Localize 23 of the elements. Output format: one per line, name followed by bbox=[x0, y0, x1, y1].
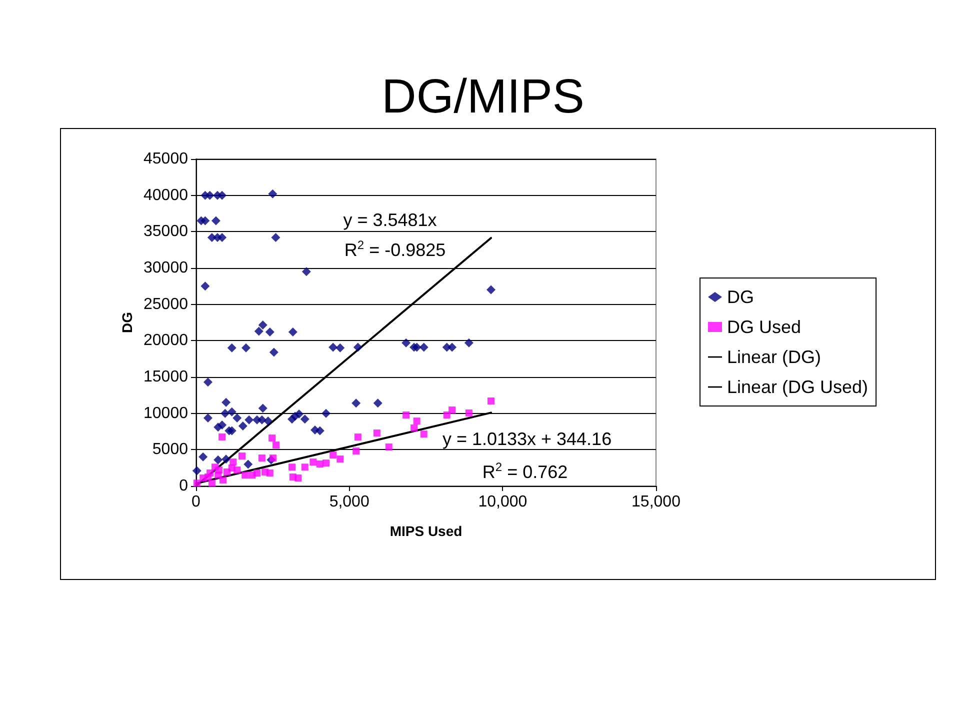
y-tick-label: 35000 bbox=[144, 223, 188, 240]
annotation: y = 1.0133x + 344.16 bbox=[442, 429, 612, 449]
legend-label: DG bbox=[727, 287, 754, 307]
y-tick-label: 45000 bbox=[144, 150, 188, 168]
x-tick-label: 5,000 bbox=[329, 494, 370, 510]
legend-label: Linear (DG) bbox=[727, 347, 822, 367]
y-tick-label: 25000 bbox=[144, 296, 188, 313]
y-tick-label: 5000 bbox=[152, 441, 188, 458]
y-tick-label: 40000 bbox=[144, 186, 188, 204]
chart-title: DG/MIPS bbox=[382, 70, 584, 124]
x-tick-label: 10,000 bbox=[478, 494, 528, 510]
legend-label: Linear (DG Used) bbox=[727, 377, 868, 397]
legend-label: DG Used bbox=[727, 317, 802, 337]
y-tick-label: 15000 bbox=[144, 368, 188, 386]
annotation: y = 3.5481x bbox=[343, 210, 437, 230]
y-tick-label: 20000 bbox=[144, 332, 188, 350]
y-tick-label: 0 bbox=[179, 478, 188, 494]
x-tick-label: 15,000 bbox=[632, 494, 681, 510]
y-tick-label: 10000 bbox=[144, 404, 188, 422]
y-tick-label: 30000 bbox=[144, 260, 188, 276]
x-tick-label: 0 bbox=[192, 494, 201, 510]
x-axis-title: MIPS Used bbox=[390, 523, 462, 539]
y-axis-title: DG bbox=[119, 312, 135, 333]
